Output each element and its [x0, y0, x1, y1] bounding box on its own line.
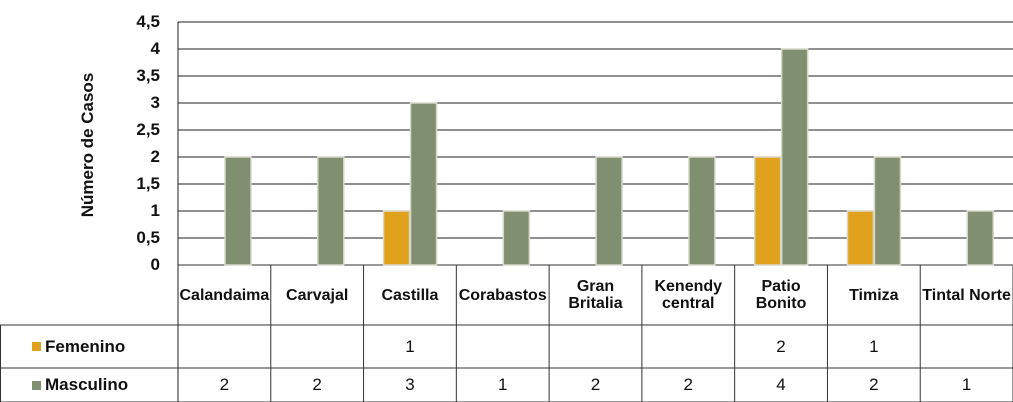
y-tick-label: 1 — [150, 201, 160, 220]
table-value: 2 — [869, 375, 879, 394]
y-tick-label: 4 — [150, 39, 160, 58]
legend-entry: Femenino — [0, 325, 178, 368]
table-value: 1 — [405, 336, 415, 356]
x-tick-label: Timiza — [849, 286, 899, 304]
table-value: 2 — [683, 375, 693, 394]
legend-swatch — [32, 342, 41, 351]
x-tick-label: Kenendy central — [654, 278, 723, 312]
bar — [688, 156, 716, 266]
table-value: 1 — [961, 375, 972, 394]
y-tick-label: 0,5 — [136, 228, 160, 247]
x-tick-label: Castilla — [381, 286, 439, 304]
table-value: 2 — [312, 375, 322, 394]
table-value: 4 — [776, 375, 786, 394]
bar — [224, 156, 252, 266]
y-tick-label: 1,5 — [136, 174, 160, 193]
bar — [966, 210, 994, 266]
bar — [780, 48, 809, 266]
bar — [846, 210, 875, 266]
y-axis-label: Número de Casos — [78, 72, 97, 218]
x-tick-label: Carvajal — [286, 286, 349, 304]
y-tick-label: 4,5 — [136, 12, 160, 31]
bar — [409, 102, 438, 266]
bar — [382, 210, 411, 266]
table-value: 1 — [497, 375, 508, 394]
table-value: 2 — [776, 336, 786, 356]
bar — [317, 156, 345, 266]
x-tick-label: Calandaima — [179, 286, 270, 304]
bar — [502, 210, 531, 266]
bar — [873, 156, 902, 266]
y-tick-label: 2 — [150, 147, 160, 166]
legend-label: Femenino — [45, 336, 126, 356]
bar — [595, 156, 623, 266]
bar — [753, 156, 782, 266]
legend-label: Masculino — [45, 375, 129, 394]
table-value: 3 — [405, 375, 415, 394]
table-value: 2 — [219, 375, 230, 394]
x-tick-label: Gran Britalia — [568, 278, 623, 312]
y-tick-label: 2,5 — [136, 120, 160, 139]
y-tick-label: 3,5 — [136, 66, 160, 85]
table-value: 1 — [869, 336, 879, 356]
y-tick-label: 0 — [150, 255, 160, 274]
x-tick-label: Patio Bonito — [755, 278, 807, 312]
table-value: 2 — [590, 375, 601, 394]
legend-swatch — [32, 380, 41, 390]
x-tick-label: Corabastos — [458, 286, 547, 304]
y-tick-label: 3 — [150, 93, 160, 112]
x-tick-label: Tintal Norte — [922, 286, 1011, 304]
legend-entry: Masculino — [0, 368, 178, 402]
